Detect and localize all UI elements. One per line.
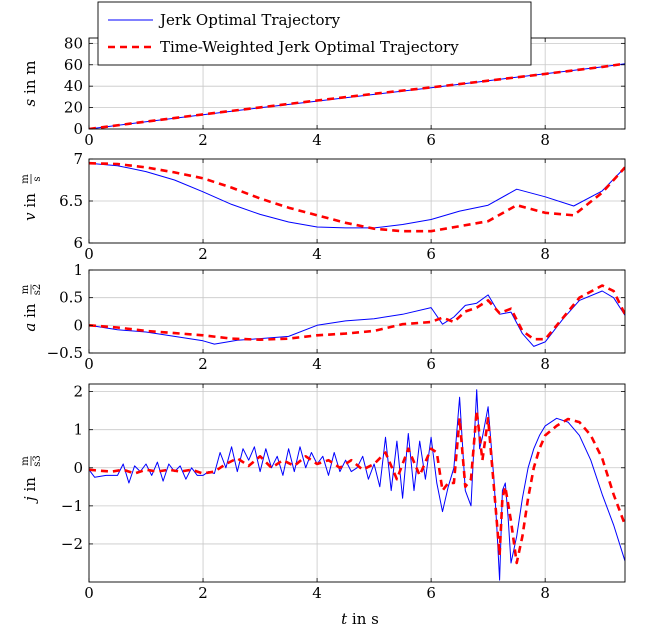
x-tick-label: 6 — [426, 584, 436, 602]
x-tick-label: 0 — [84, 131, 94, 149]
x-tick-label: 2 — [198, 584, 208, 602]
series-jerk-line — [89, 63, 625, 129]
x-tick-label: 6 — [426, 245, 436, 263]
svg-text:m: m — [20, 284, 31, 294]
y-tick-label: −0.5 — [47, 344, 83, 362]
y-tick-label: 0.5 — [59, 289, 83, 307]
x-tick-label: 4 — [312, 245, 322, 263]
x-tick-label: 0 — [84, 584, 94, 602]
svg-text:s: s — [32, 176, 43, 181]
y-tick-label: 60 — [64, 56, 83, 74]
y-tick-label: 6.5 — [59, 192, 83, 210]
x-tick-label: 8 — [540, 584, 550, 602]
legend-label: Jerk Optimal Trajectory — [158, 11, 341, 29]
svg-text:m: m — [20, 174, 31, 184]
svg-text:m: m — [20, 456, 31, 466]
legend-label: Time-Weighted Jerk Optimal Trajectory — [160, 38, 459, 56]
svg-text:s3: s3 — [32, 455, 43, 467]
series-time-weighted-jerk-line — [89, 409, 625, 565]
y-tick-label: 80 — [64, 34, 83, 52]
x-tick-label: 0 — [84, 355, 94, 373]
x-tick-label: 2 — [198, 131, 208, 149]
legend-box — [97, 1, 532, 66]
series-time-weighted-jerk-line — [89, 161, 625, 233]
series-jerk-line — [89, 162, 625, 229]
panel-4: 0 2 4 6 8 −2 −1 0 1 2 j in m s3 — [20, 383, 626, 602]
y-tick-label: 20 — [64, 99, 83, 117]
x-tick-label: 4 — [312, 355, 322, 373]
svg-text:v in: v in — [21, 193, 39, 221]
series-jerk-line — [89, 290, 625, 347]
panel-3: 0 2 4 6 8−0.500.51a in m s2 — [20, 261, 626, 373]
series-time-weighted-jerk-line — [89, 284, 625, 342]
plot-frame — [88, 269, 626, 354]
y-axis-label: j in m s3 — [20, 455, 43, 504]
y-tick-label: 0 — [73, 459, 83, 477]
y-tick-label: 0 — [73, 316, 83, 334]
x-tick-label: 8 — [540, 131, 550, 149]
y-tick-label: 2 — [73, 383, 83, 401]
x-tick-label: 2 — [198, 245, 208, 263]
x-tick-label: 4 — [312, 131, 322, 149]
x-tick-label: 4 — [312, 584, 322, 602]
series-jerk-line — [89, 389, 625, 581]
x-tick-label: 8 — [540, 355, 550, 373]
svg-text:s2: s2 — [32, 284, 43, 296]
legend: Jerk Optimal Trajectory Time-Weighted Jer… — [97, 1, 532, 66]
y-tick-label: −2 — [61, 535, 83, 553]
y-axis-label: a in m s2 — [20, 284, 43, 332]
y-tick-label: 1 — [73, 421, 83, 439]
y-tick-label: 7 — [73, 150, 83, 168]
y-tick-label: −1 — [61, 497, 83, 515]
y-tick-label: 40 — [64, 77, 83, 95]
svg-text:a in: a in — [21, 303, 39, 332]
y-axis-label: s in m — [21, 61, 39, 107]
svg-text:s in m: s in m — [21, 61, 39, 107]
y-tick-label: 1 — [73, 261, 83, 279]
x-tick-label: 8 — [540, 245, 550, 263]
x-tick-label: 0 — [84, 245, 94, 263]
svg-text:j in: j in — [21, 477, 39, 504]
x-tick-label: 6 — [426, 131, 436, 149]
y-tick-label: 0 — [73, 120, 83, 138]
x-tick-label: 2 — [198, 355, 208, 373]
x-axis-label: t in s — [341, 610, 379, 628]
y-tick-label: 6 — [73, 234, 83, 252]
plot-frame — [88, 383, 626, 583]
x-tick-label: 6 — [426, 355, 436, 373]
